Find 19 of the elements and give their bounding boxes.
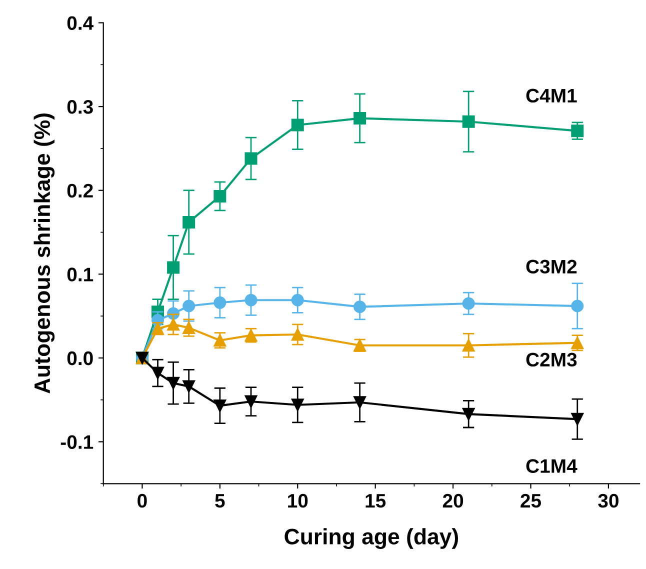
x-tick-label: 5 (215, 494, 225, 508)
x-tick-label: 20 (442, 494, 464, 508)
x-tick-label: 10 (288, 494, 308, 508)
y-tick-label: 0.1 (67, 268, 94, 282)
y-tick-label: 0.0 (67, 351, 93, 366)
y-tick-label: 0.3 (67, 100, 93, 114)
x-tick-label: 25 (520, 494, 542, 508)
series-label: C2M3 (526, 352, 577, 367)
x-axis-title: Curing age (day) (284, 528, 458, 549)
y-axis-title: Autogenous shrinkage (%) (34, 114, 55, 394)
x-tick-label: 15 (366, 494, 386, 508)
x-tick-label: 0 (138, 494, 147, 508)
x-tick-label: 30 (598, 494, 618, 508)
series-label: C3M2 (526, 260, 577, 274)
y-tick-label: 0.4 (67, 16, 94, 30)
series-label: C4M1 (526, 88, 577, 103)
y-tick-label: 0.2 (67, 184, 93, 198)
y-tick-label: -0.1 (60, 435, 94, 449)
series-label: C1M4 (526, 459, 578, 473)
